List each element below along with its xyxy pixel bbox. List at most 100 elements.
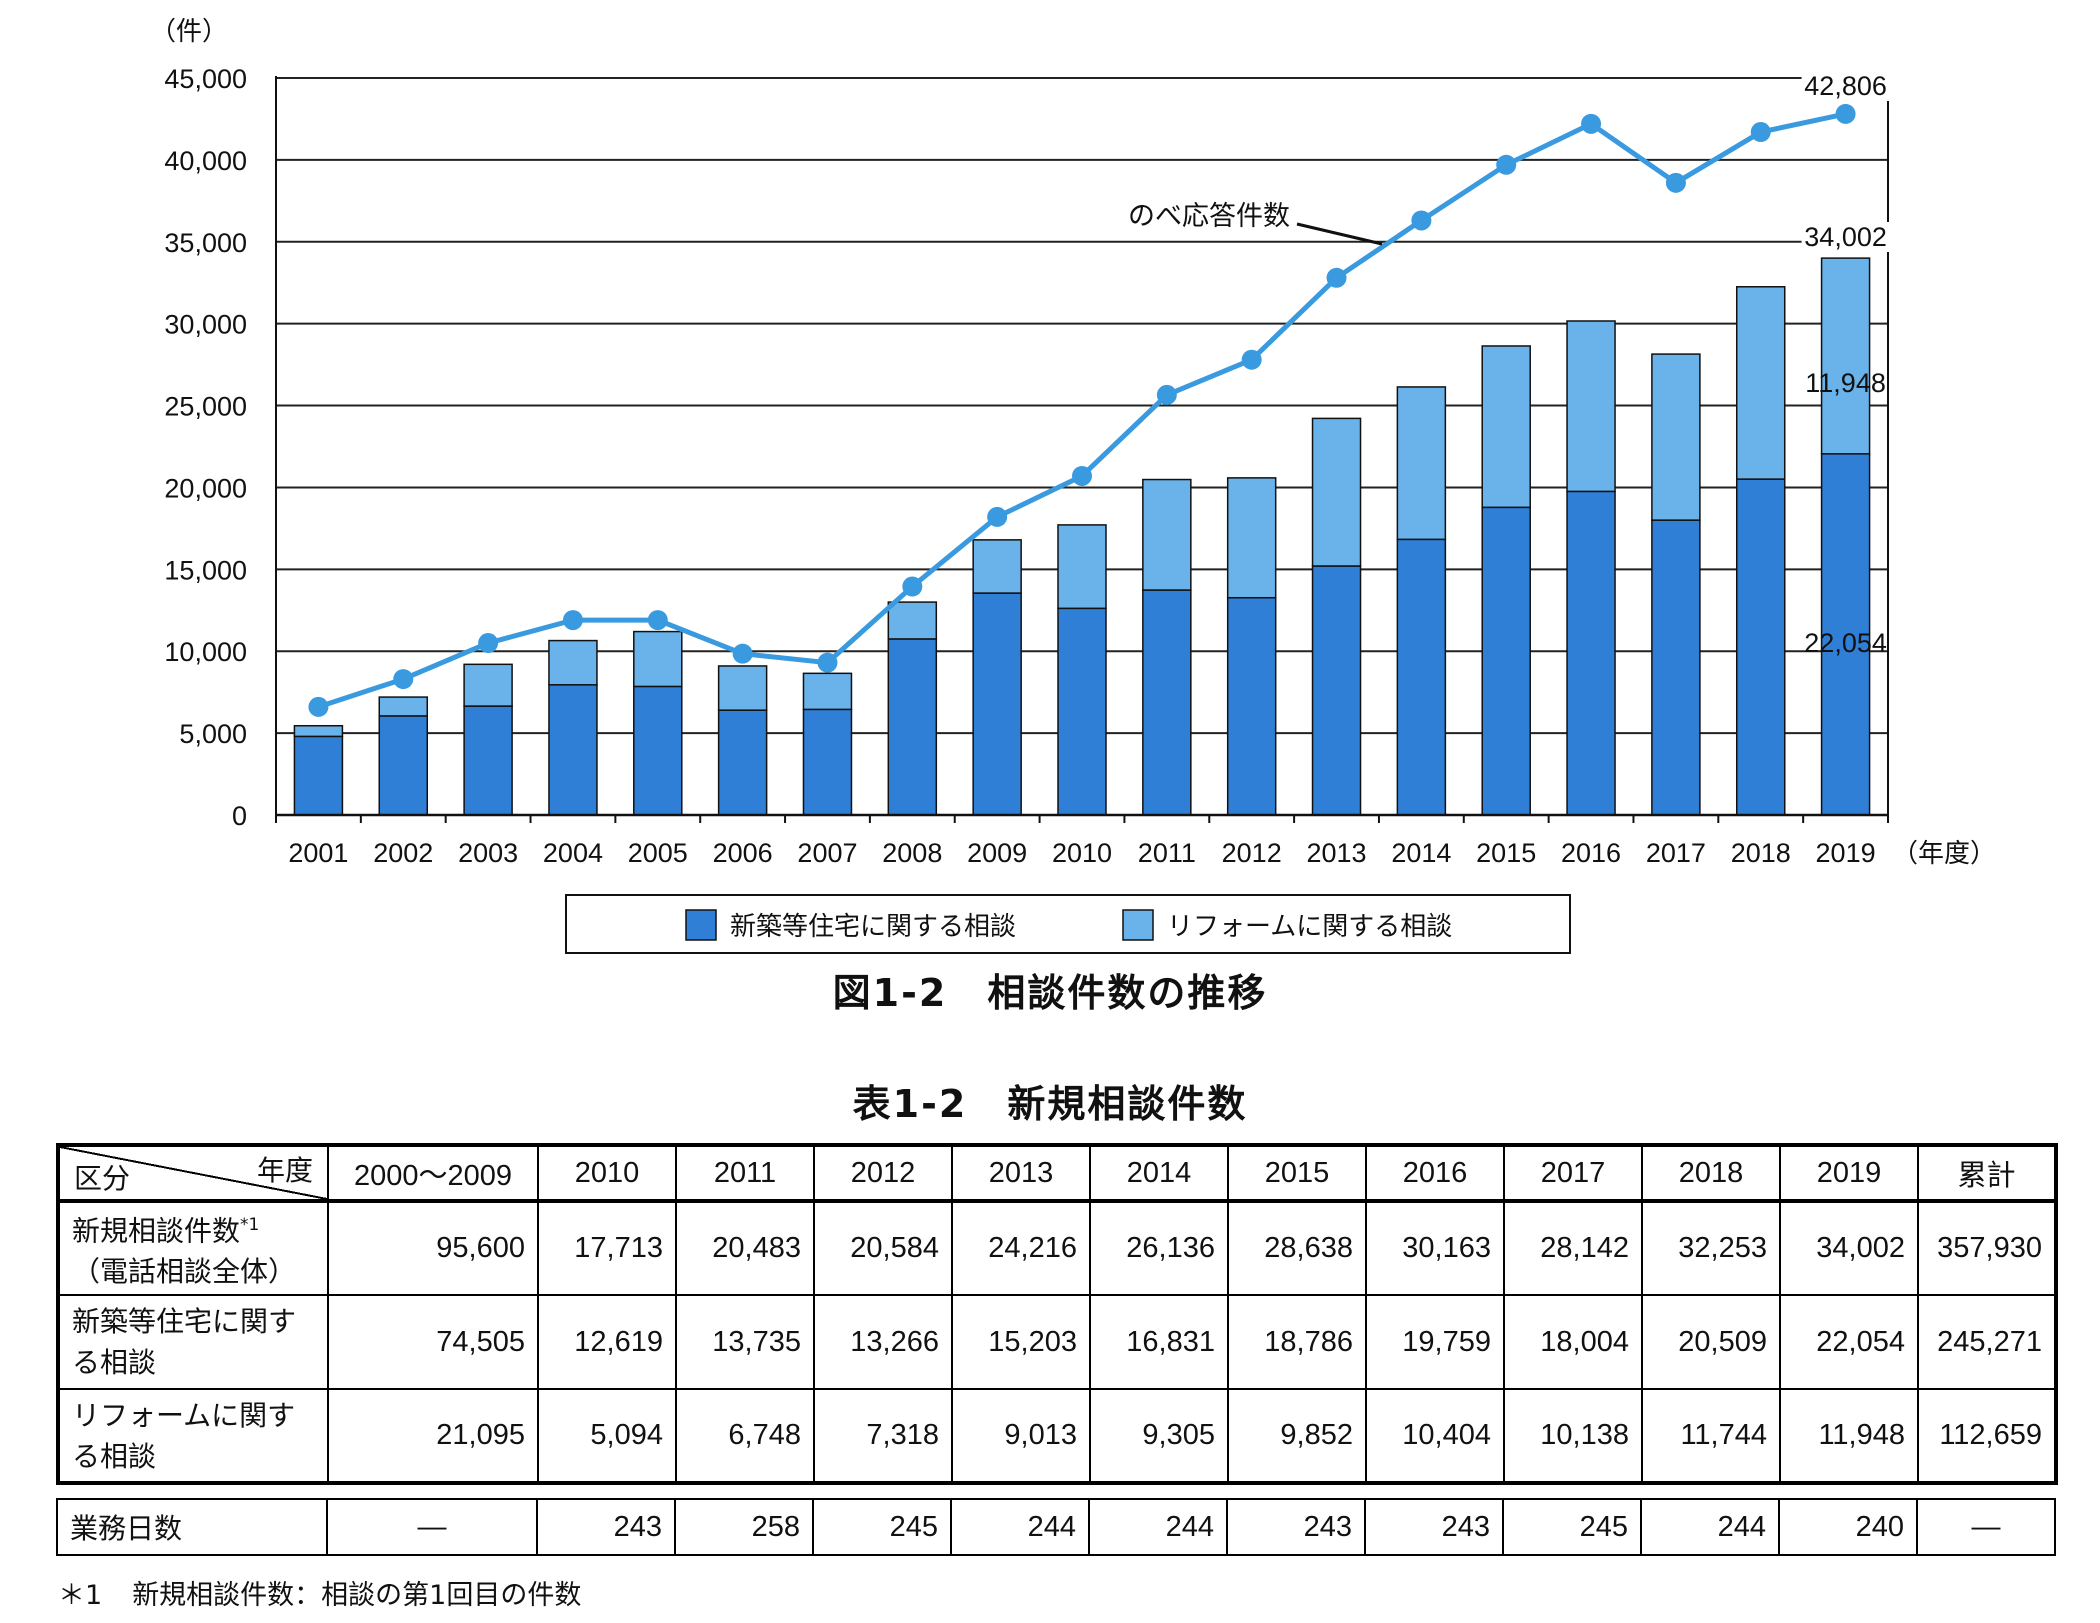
bar-new-construction [1396,538,1447,816]
bar-reform [1057,524,1107,610]
row-label: 新築等住宅に関す る相談 [57,1294,329,1390]
bar-new-construction [717,709,768,816]
work-days-cell: — [326,1498,538,1556]
total-responses-point [393,669,414,690]
total-responses-point [1665,172,1686,193]
bar-new-construction [1226,596,1277,816]
x-tick-label: 2008 [882,838,942,868]
x-tick-label: 2011 [1138,838,1196,868]
bar-reform [1481,345,1531,509]
table-cell: 9,852 [1227,1388,1367,1484]
y-tick-label: 0 [232,801,247,831]
table-column-header: 2012 [813,1144,953,1203]
bar-new-construction [1820,453,1871,816]
row-label-line2: （電話相談全体） [72,1255,297,1289]
table-cell: 32,253 [1641,1200,1781,1296]
bar-new-construction [1311,565,1362,816]
total-responses-point [1581,113,1602,134]
bar-reform [1651,353,1701,521]
bar-reform [1735,286,1786,480]
figure-caption: 図1-2 相談件数の推移 [832,971,1268,1015]
legend-swatch [685,909,717,941]
bars [293,257,1871,816]
total-responses-point [817,652,838,673]
x-tick-label: 2016 [1561,838,1621,868]
row-label: 新規相談件数*1 （電話相談全体） [57,1200,329,1296]
y-tick-label: 15,000 [164,555,247,585]
bar-reform [548,639,598,686]
bar-new-construction [548,684,598,816]
total-responses-point [1072,465,1092,486]
line-series [308,103,1856,717]
work-days-cell: 243 [1364,1498,1504,1556]
table-cell: 28,142 [1503,1200,1643,1296]
gridlines [276,77,1888,735]
table-cell: 74,505 [327,1294,539,1390]
work-days-cell: — [1916,1498,2056,1556]
bar-reform [972,539,1022,594]
y-tick-label: 5,000 [179,719,247,749]
table-cell: 11,744 [1641,1388,1781,1484]
y-tick-label: 30,000 [164,310,247,340]
x-tick-label: 2006 [713,838,773,868]
reform-value-label: 11,948 [1805,368,1886,398]
total-responses-point [308,696,329,717]
work-days-label: 業務日数 [56,1498,328,1556]
table-cell: 15,203 [951,1294,1091,1390]
bar-reform [293,724,344,738]
table-cell: 12,619 [537,1294,677,1390]
x-tick-label: 2010 [1052,838,1112,868]
work-days-cell: 258 [674,1498,814,1556]
table-cell: 30,163 [1365,1200,1505,1296]
bar-new-construction [972,592,1022,816]
total-responses-point [1411,210,1432,231]
x-tick-label: 2004 [543,838,603,868]
bar-new-construction [633,685,683,816]
row-label: リフォームに関す る相談 [57,1388,329,1484]
row-label-line1: リフォームに関す [72,1398,296,1432]
bar-total-value-label: 34,002 [1804,222,1887,252]
bar-new-construction [1481,506,1531,816]
row-label-line2: る相談 [72,1439,157,1473]
table-caption: 表1-2 新規相談件数 [852,1082,1248,1126]
bar-reform [1396,386,1447,541]
table-cell: 9,013 [951,1388,1091,1484]
work-days-cell: 244 [950,1498,1090,1556]
table-row: 新規相談件数*1 （電話相談全体） 95,600 17,713 20,483 20,584… [57,1200,2057,1296]
table-column-header: 2011 [675,1144,815,1203]
table-cell: 28,638 [1227,1200,1367,1296]
bar-new-construction [1651,519,1701,816]
bar-reform [1226,477,1277,599]
table-cell: 20,584 [813,1200,953,1296]
table-cell: 19,759 [1365,1294,1505,1390]
x-tick-label: 2018 [1731,838,1791,868]
table-column-header: 2015 [1227,1144,1367,1203]
work-days-cell: 240 [1778,1498,1918,1556]
table-cell: 357,930 [1917,1200,2057,1296]
table-cell: 245,271 [1917,1294,2057,1390]
chart: 0 5,000 10,000 15,000 20,000 25,000 30,000 35,0… [150,17,1996,954]
bar-total-value-label-bg [1801,222,1890,252]
footnote-mark: ＊1 [58,1580,103,1611]
line-series-label: のべ応答件数 [1128,201,1290,232]
total-responses-point [478,633,499,654]
table-cell: 13,735 [675,1294,815,1390]
footnote: ＊1 新規相談件数：相談の第1回目の件数 [58,1573,581,1612]
new-construction-value-label: 22,054 [1804,628,1887,658]
x-tick-label: 2013 [1306,838,1366,868]
total-responses-point [647,610,668,631]
bar-new-construction [1142,589,1192,816]
x-tick-label: 2017 [1646,838,1706,868]
work-days-cell: 244 [1088,1498,1228,1556]
total-responses-point [987,506,1008,527]
x-unit-label: （年度） [1892,839,1996,869]
y-unit-label: （件） [150,17,228,47]
bar-reform [1311,417,1362,567]
work-days-cell: 244 [1640,1498,1780,1556]
total-responses-point [1835,103,1856,124]
legend-box [565,894,1571,954]
x-tick-label: 2015 [1476,838,1536,868]
y-tick-label: 45,000 [164,64,247,94]
table-cell: 20,509 [1641,1294,1781,1390]
bar-reform [887,601,938,640]
